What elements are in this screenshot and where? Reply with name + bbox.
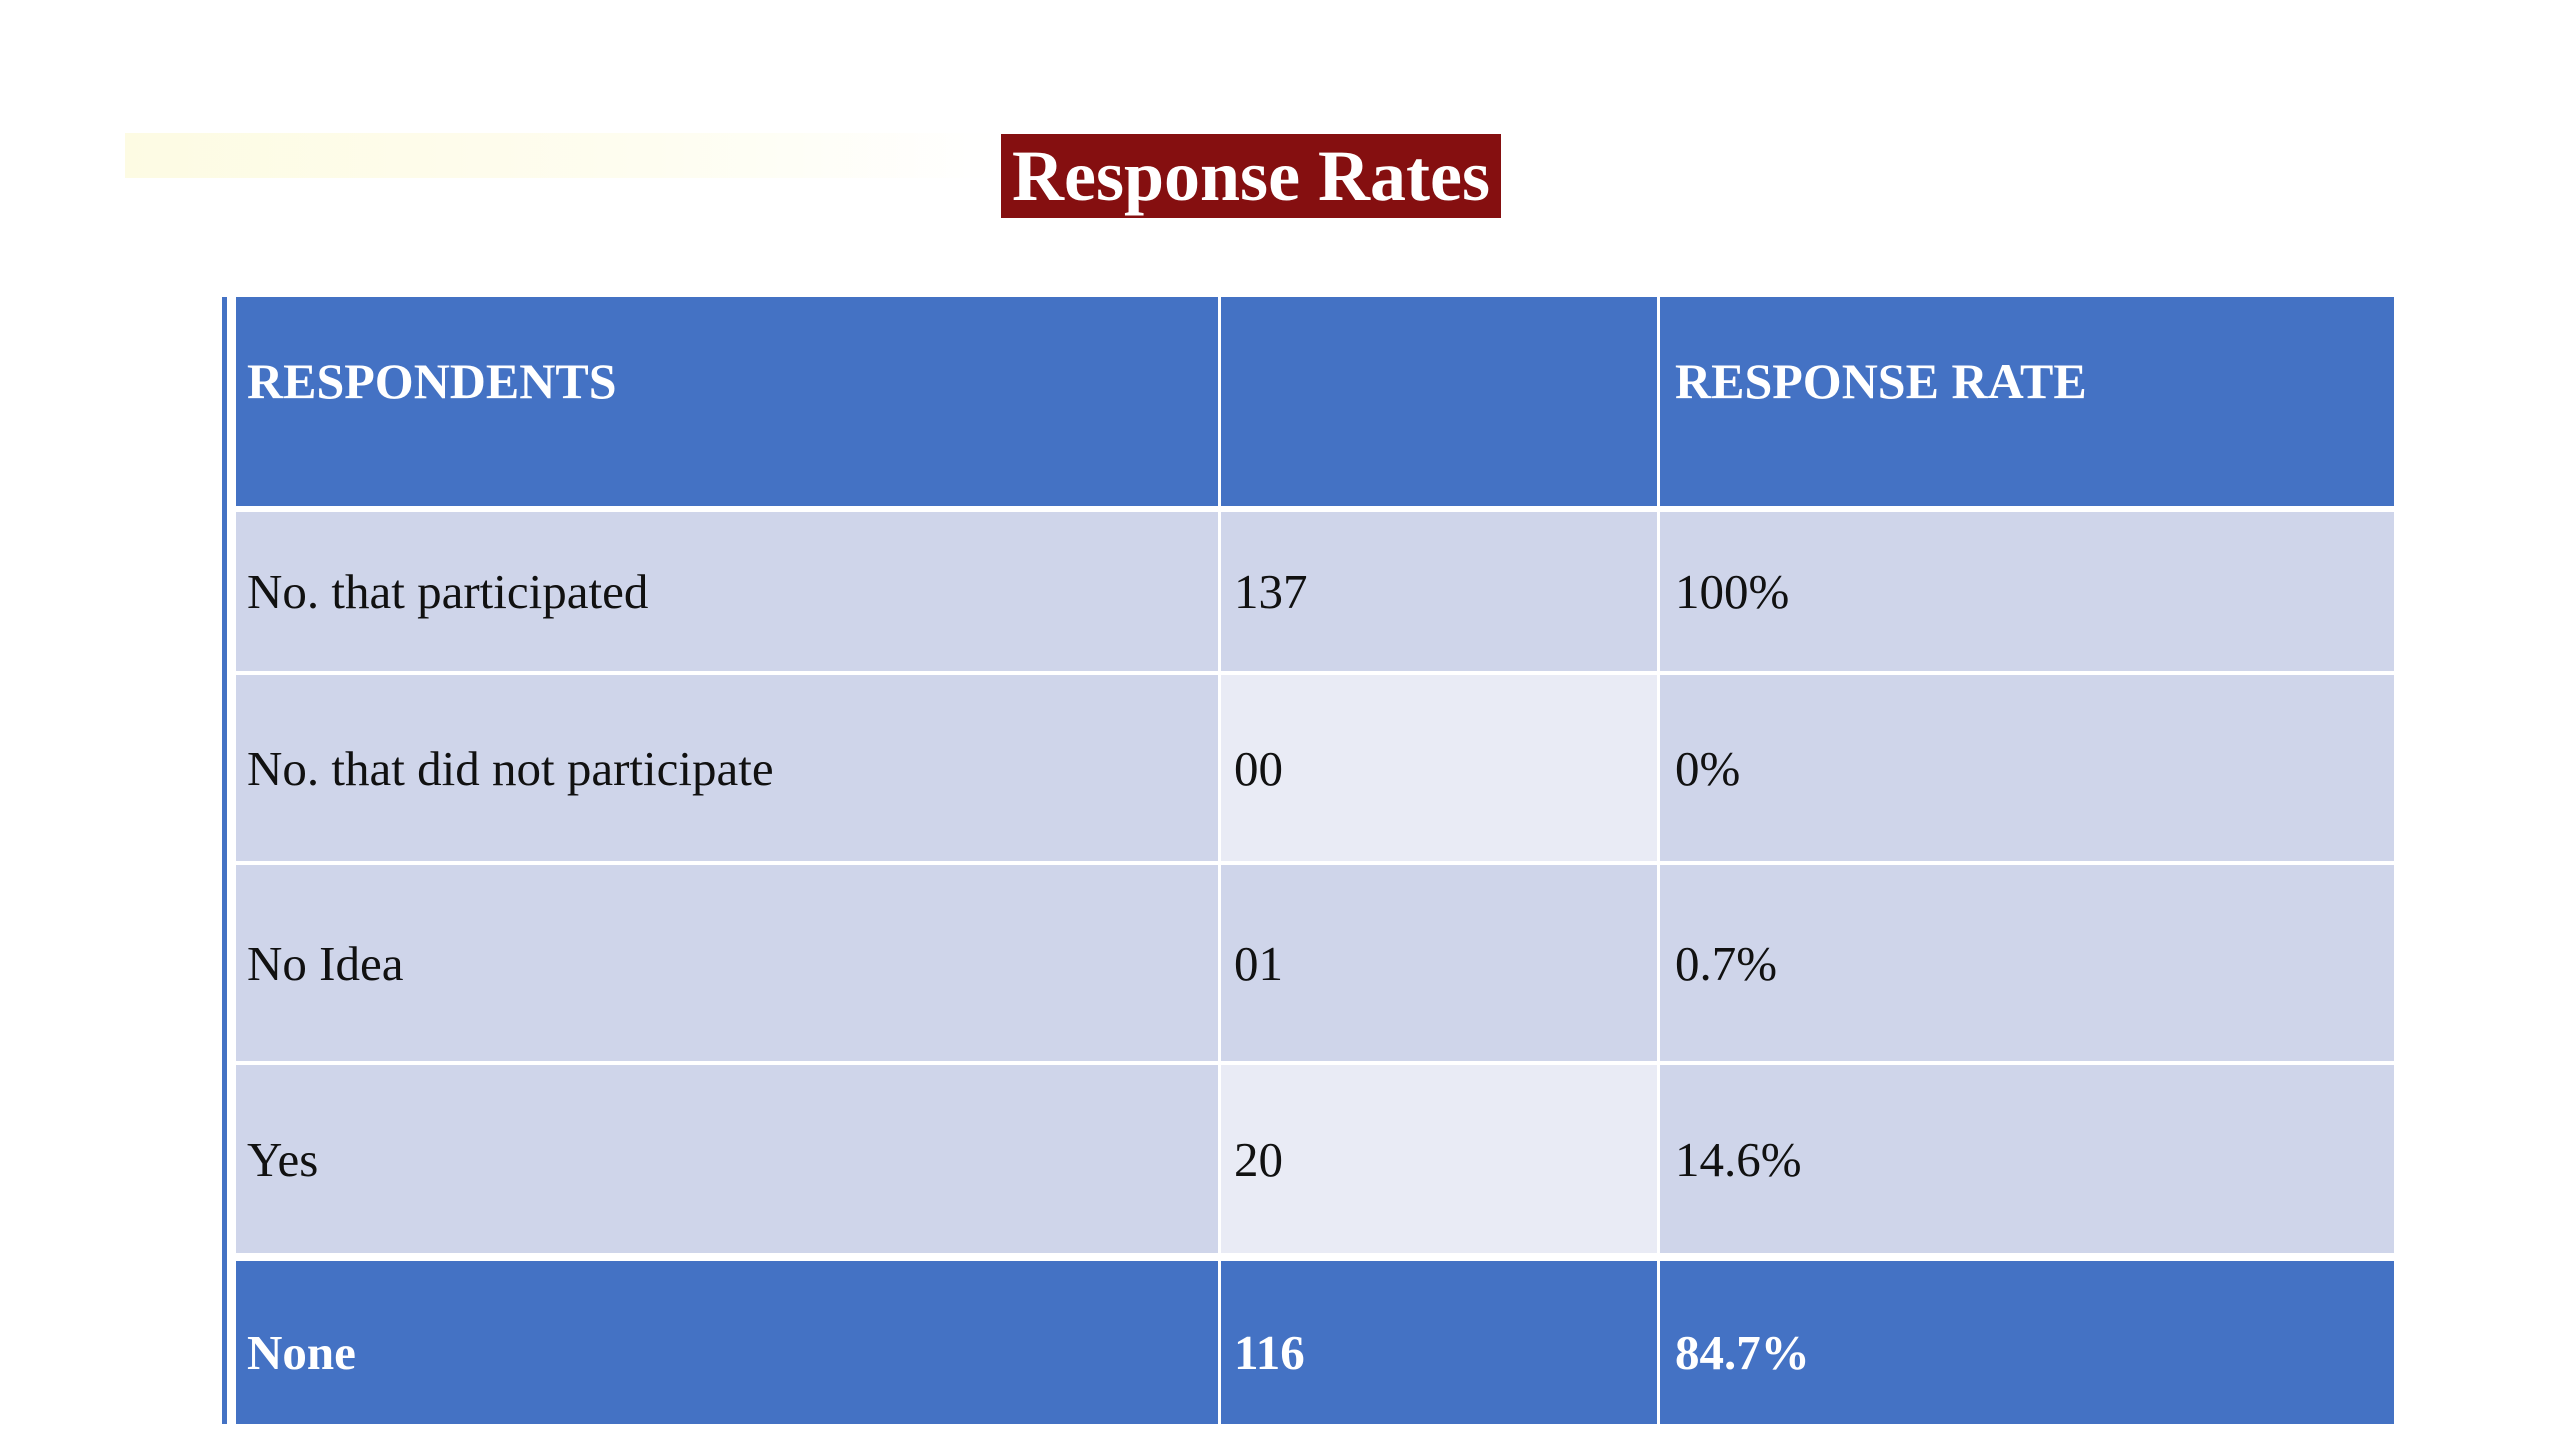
header-label: RESPONSE RATE (1675, 352, 2087, 409)
table-cell: No. that did not participate (236, 675, 1221, 865)
header-cell-respondents: RESPONDENTS (236, 297, 1221, 512)
header-cell-response-rate: RESPONSE RATE (1660, 297, 2394, 512)
footer-cell: 84.7% (1660, 1257, 2394, 1424)
table-cell: No Idea (236, 865, 1221, 1065)
highlight-strip (125, 133, 1000, 178)
header-cell-count (1221, 297, 1660, 512)
table-cell: 100% (1660, 512, 2394, 675)
table-cell: No. that participated (236, 512, 1221, 675)
table-cell: 0% (1660, 675, 2394, 865)
footer-cell: 116 (1221, 1257, 1660, 1424)
header-label: RESPONDENTS (247, 352, 617, 409)
footer-value: 84.7% (1675, 1325, 1810, 1380)
table-left-rule (222, 297, 227, 1424)
table-cell: 137 (1221, 512, 1660, 675)
table-cell: 0.7% (1660, 865, 2394, 1065)
footer-cell: None (236, 1257, 1221, 1424)
footer-value: 116 (1234, 1325, 1305, 1380)
footer-label: None (247, 1325, 356, 1380)
slide-title: Response Rates (1001, 134, 1501, 218)
table-cell: 14.6% (1660, 1065, 2394, 1257)
table-cell: 00 (1221, 675, 1660, 865)
table-cell: Yes (236, 1065, 1221, 1257)
response-rates-table: RESPONDENTS RESPONSE RATE No. that parti… (236, 297, 2394, 1424)
table-cell: 20 (1221, 1065, 1660, 1257)
table-cell: 01 (1221, 865, 1660, 1065)
